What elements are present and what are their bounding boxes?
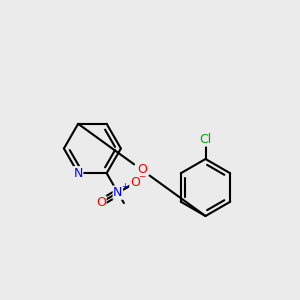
- Text: O: O: [96, 196, 106, 209]
- Text: Cl: Cl: [200, 133, 211, 146]
- Text: O: O: [130, 176, 140, 189]
- Text: O: O: [137, 164, 147, 176]
- Text: +: +: [121, 182, 128, 190]
- Text: −: −: [138, 172, 145, 181]
- Text: N: N: [74, 167, 83, 180]
- Text: N: N: [113, 186, 123, 199]
